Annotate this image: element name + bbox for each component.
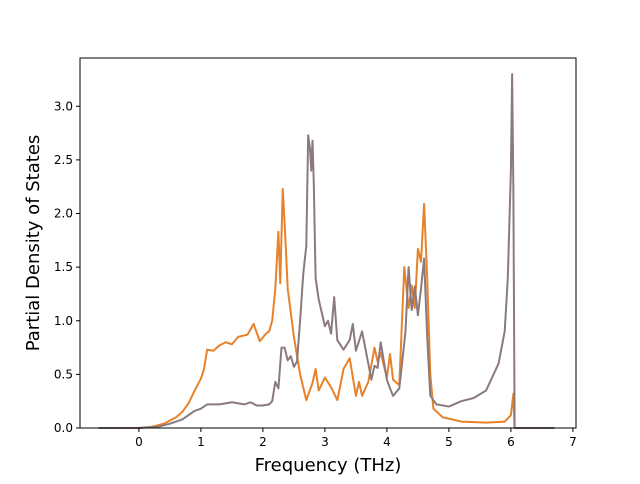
x-tick-label: 3 (321, 435, 329, 449)
series-line-1 (98, 187, 555, 429)
plot-frame (79, 57, 577, 429)
y-tick-label: 2.0 (54, 207, 73, 221)
x-tick-label: 4 (383, 435, 391, 449)
x-ticks: 0 1 2 3 4 5 6 7 (135, 428, 577, 449)
x-tick-label: 2 (259, 435, 267, 449)
y-axis-label: Partial Density of States (23, 135, 44, 352)
series-line-2 (98, 73, 555, 429)
y-tick-label: 2.5 (54, 153, 73, 167)
x-axis-label: Frequency (THz) (255, 455, 402, 476)
y-ticks: 0.0 0.5 1.0 1.5 2.0 2.5 3.0 (54, 99, 80, 435)
x-tick-label: 5 (445, 435, 453, 449)
y-tick-label: 1.0 (54, 314, 73, 328)
x-tick-label: 0 (135, 435, 143, 449)
x-tick-label: 7 (569, 435, 577, 449)
x-tick-label: 6 (507, 435, 515, 449)
y-tick-label: 3.0 (54, 99, 73, 113)
series-layer (98, 73, 555, 429)
y-tick-label: 0.0 (54, 421, 73, 435)
y-tick-label: 1.5 (54, 260, 73, 274)
x-tick-label: 1 (197, 435, 205, 449)
y-tick-label: 0.5 (54, 367, 73, 381)
